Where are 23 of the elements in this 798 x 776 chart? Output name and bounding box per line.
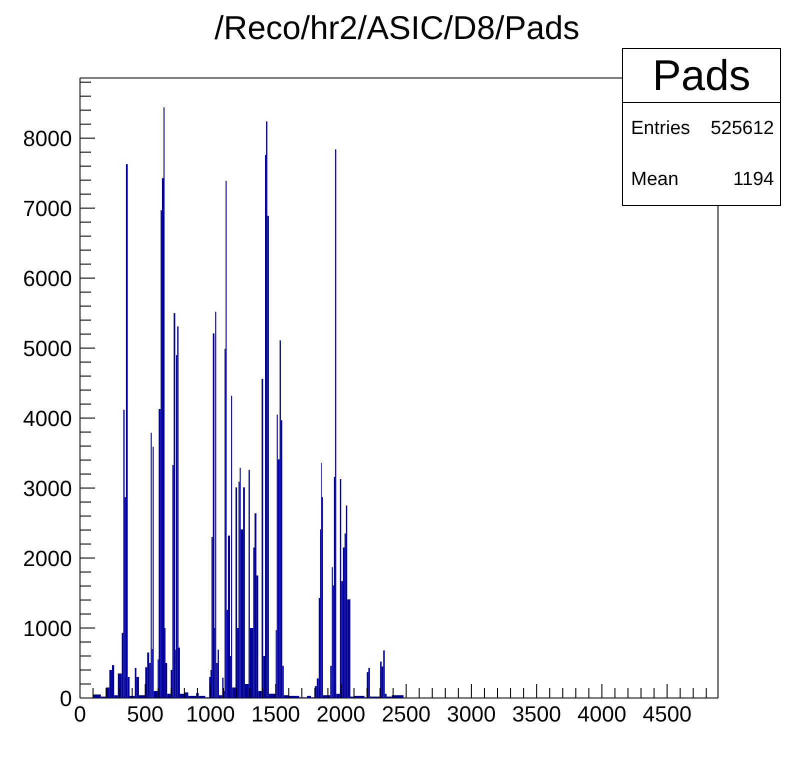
y-tick-label: 4000 — [23, 406, 72, 431]
y-tick-label: 2000 — [23, 546, 72, 571]
y-tick-label: 6000 — [23, 266, 72, 291]
x-tick-label: 2500 — [382, 702, 431, 727]
chart-title: /Reco/hr2/ASIC/D8/Pads — [214, 9, 580, 47]
y-tick-label: 5000 — [23, 336, 72, 361]
annotation: Pads — [652, 52, 750, 100]
x-tick-label: 3000 — [446, 702, 496, 727]
x-tick-label: 1000 — [186, 702, 235, 727]
y-tick-label: 7000 — [23, 196, 72, 221]
x-tick-label: 1500 — [251, 702, 300, 727]
y-tick-label: 0 — [60, 686, 72, 711]
x-tick-label: 2000 — [316, 702, 366, 727]
x-tick-label: 3500 — [512, 702, 562, 727]
x-tick-label: 4500 — [642, 702, 692, 727]
x-tick-label: 4000 — [577, 702, 626, 727]
stats-box: Pads Entries 525612 Mean 1194 — [622, 48, 781, 206]
y-tick-label: 1000 — [23, 616, 72, 641]
y-tick-label: 8000 — [23, 126, 72, 151]
annotation: Entries 525612 — [631, 117, 774, 141]
y-tick-label: 3000 — [23, 476, 72, 501]
annotation: Mean 1194 — [631, 168, 774, 192]
x-tick-label: 500 — [126, 702, 164, 727]
